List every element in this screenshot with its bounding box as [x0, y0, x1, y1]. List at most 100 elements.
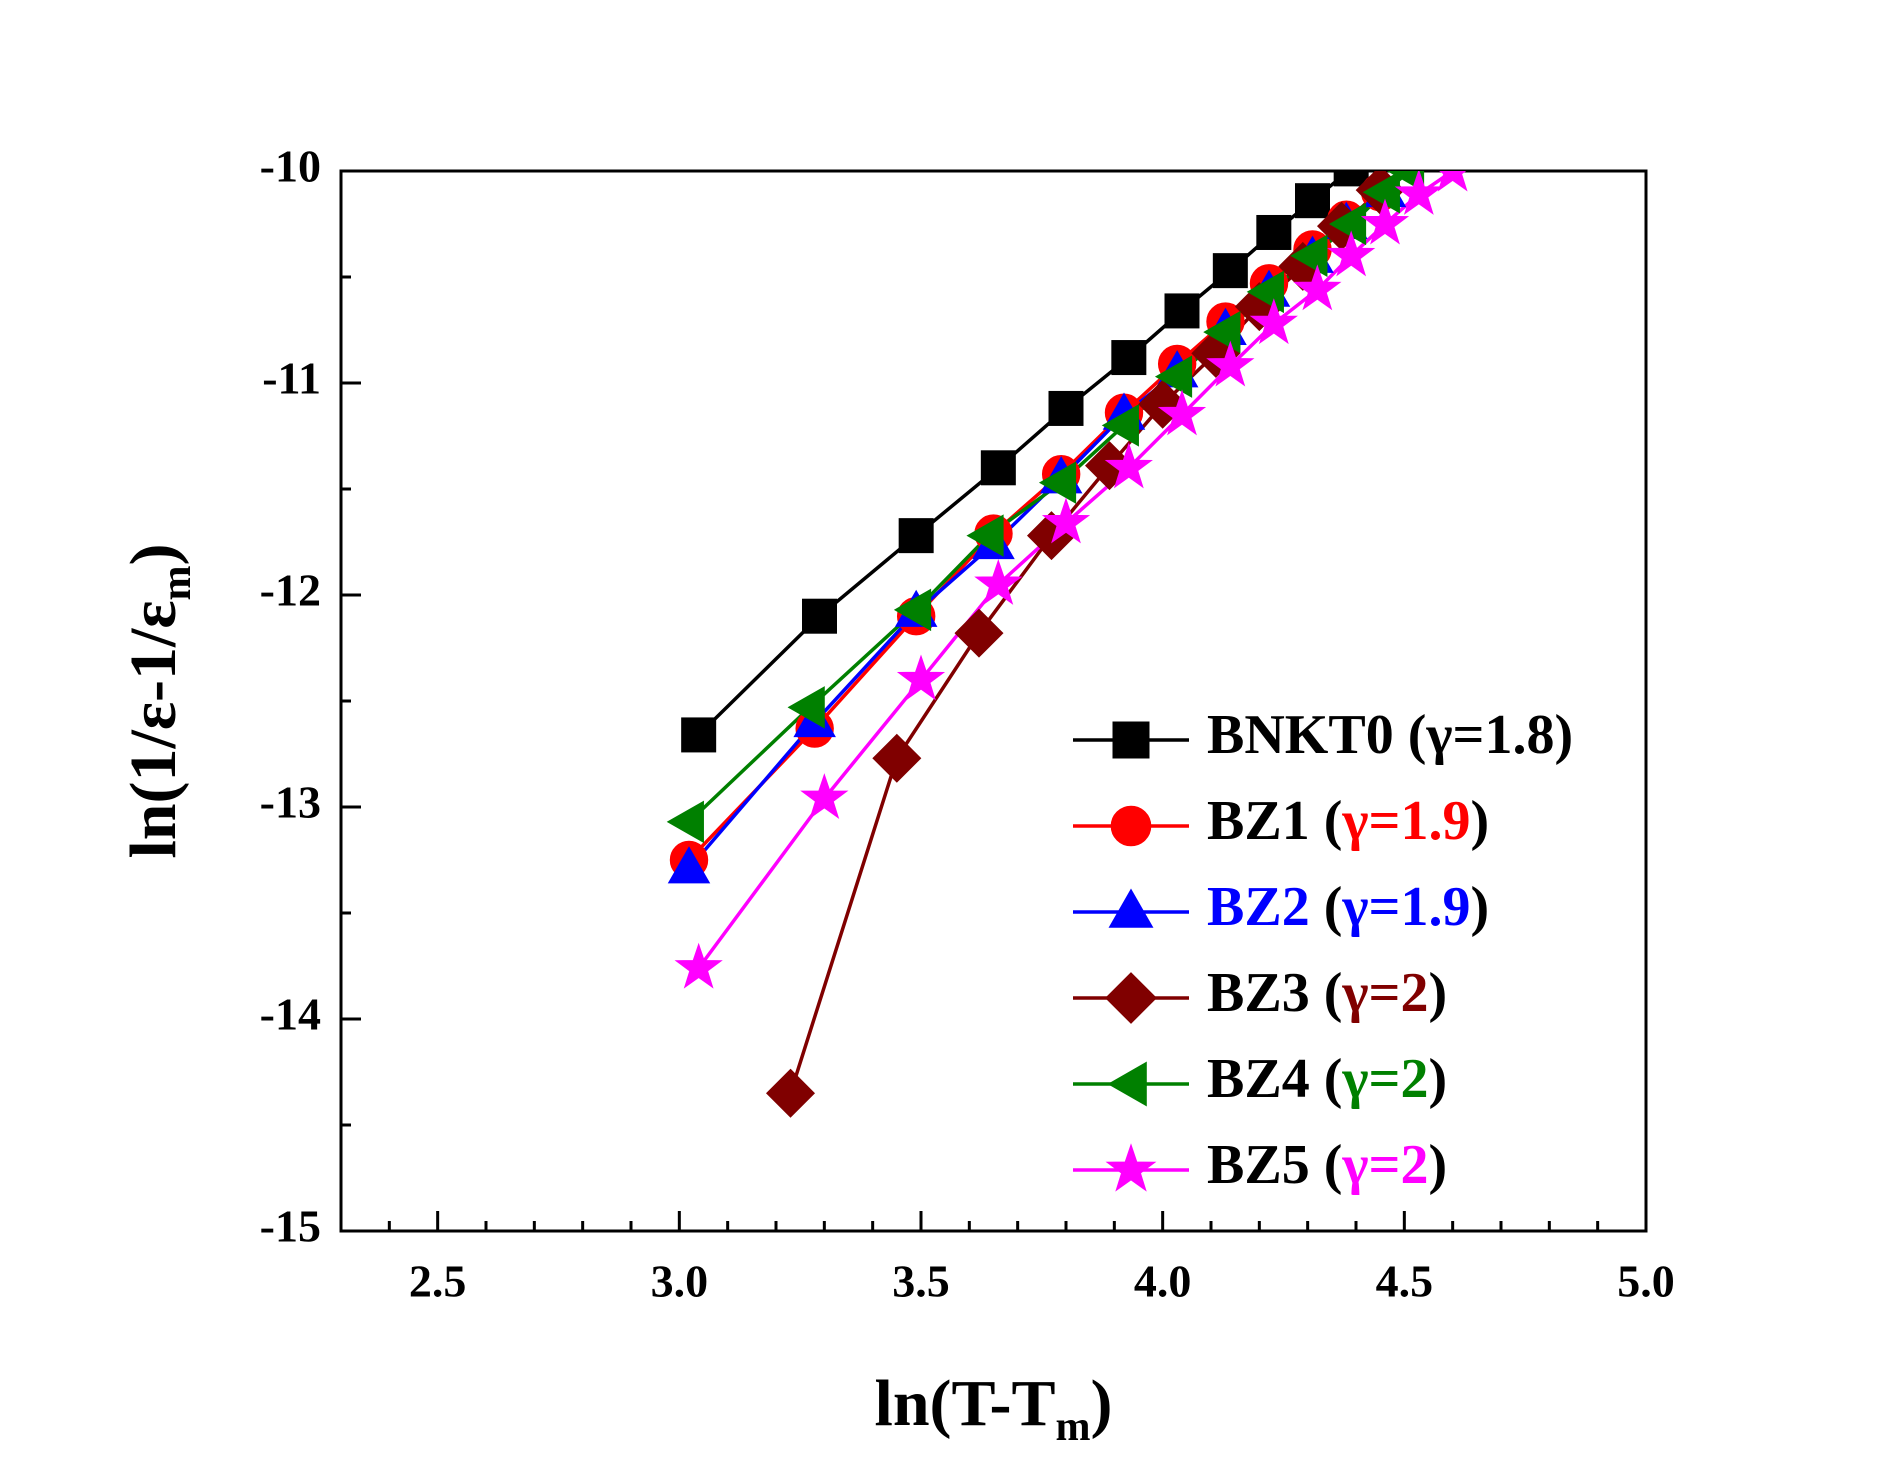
x-tick-label: 3.5	[892, 1256, 950, 1307]
x-tick-label: 4.5	[1376, 1256, 1434, 1307]
legend-name: BNKT0	[1207, 704, 1394, 766]
marker-star	[1293, 264, 1342, 311]
marker-square	[1164, 293, 1200, 329]
legend-label: BZ3 (γ=2)	[1207, 962, 1447, 1024]
legend-bracket: (	[1408, 704, 1427, 766]
legend-bracket: )	[1554, 704, 1573, 766]
marker-left-triangle	[1290, 234, 1328, 278]
legend-label: BZ1 (γ=1.9)	[1207, 790, 1489, 852]
y-tick-label: -10	[260, 141, 321, 192]
legend-note: γ=2	[1341, 1134, 1428, 1196]
legend-bracket: (	[1324, 1048, 1343, 1110]
marker-star	[1437, 171, 1468, 192]
legend-marker	[1105, 972, 1157, 1024]
legend-bracket: )	[1428, 1048, 1447, 1110]
y-tick-label: -14	[260, 989, 321, 1040]
marker-square	[1256, 214, 1292, 250]
legend-bracket: (	[1324, 1134, 1343, 1196]
legend-bracket: )	[1470, 790, 1489, 852]
marker-square	[1295, 183, 1330, 219]
legend-label: BZ4 (γ=2)	[1207, 1048, 1447, 1110]
xlabel-subscript: m	[1056, 1404, 1091, 1450]
ylabel-subscript: m	[154, 565, 200, 600]
y-tick-label: -15	[260, 1201, 321, 1252]
legend-marker	[1105, 1143, 1157, 1192]
legend-label: BZ5 (γ=2)	[1207, 1134, 1447, 1196]
marker-star	[1206, 340, 1255, 387]
marker-square	[802, 598, 837, 634]
marker-left-triangle	[1101, 404, 1139, 447]
marker-left-triangle	[666, 800, 704, 844]
marker-triangle	[667, 846, 711, 884]
x-tick-label: 4.0	[1134, 1256, 1192, 1307]
marker-star	[674, 942, 723, 989]
marker-diamond	[765, 1068, 816, 1118]
y-tick-label: -11	[262, 353, 321, 404]
legend-marker	[1107, 1061, 1147, 1107]
marker-star	[1249, 298, 1298, 345]
y-tick-label: -13	[260, 777, 321, 828]
marker-left-triangle	[787, 686, 825, 729]
marker-square	[681, 717, 717, 753]
legend-bracket: (	[1324, 876, 1343, 938]
legend-note: γ=1.8	[1425, 704, 1554, 766]
marker-star	[974, 559, 1023, 605]
legend-name: BZ1	[1207, 790, 1310, 852]
legend-name: BZ5	[1207, 1134, 1310, 1196]
x-tick-label: 2.5	[409, 1256, 467, 1307]
legend-name: BZ4	[1207, 1048, 1310, 1110]
marker-star	[800, 773, 849, 820]
legend-bracket: (	[1324, 790, 1343, 852]
ylabel-title: ln(1/ε-1/εm)	[117, 543, 200, 858]
marker-left-triangle	[966, 514, 1004, 557]
marker-square	[1048, 390, 1084, 426]
marker-left-triangle	[1386, 171, 1425, 193]
ylabel-text: ln(1/ε-1/ε	[117, 600, 190, 858]
marker-square	[1111, 340, 1147, 376]
x-tick-label: 3.0	[651, 1256, 709, 1307]
marker-star	[1360, 198, 1410, 245]
legend-name: BZ3	[1207, 962, 1310, 1024]
xlabel-end: )	[1091, 1367, 1113, 1440]
legend-note: γ=2	[1341, 962, 1428, 1024]
legend-bracket: )	[1428, 962, 1447, 1024]
legend-bracket: )	[1428, 1134, 1447, 1196]
marker-square	[1333, 171, 1369, 187]
ylabel-end: )	[117, 543, 190, 565]
legend-marker	[1110, 805, 1152, 847]
marker-left-triangle	[1154, 355, 1193, 398]
marker-star	[1157, 389, 1207, 436]
legend-bracket: )	[1470, 876, 1489, 938]
marker-diamond	[954, 608, 1004, 658]
marker-left-triangle	[893, 588, 932, 632]
marker-star	[1041, 497, 1091, 544]
plot-area	[666, 171, 1468, 1118]
marker-square	[1212, 253, 1248, 289]
legend-note: γ=1.9	[1341, 876, 1470, 938]
legend-bracket: (	[1324, 962, 1343, 1024]
marker-left-triangle	[1203, 310, 1241, 354]
xlabel-text: ln(T-T	[875, 1367, 1056, 1440]
legend-marker	[1112, 721, 1150, 759]
marker-square	[898, 518, 934, 554]
marker-diamond	[872, 733, 922, 783]
legend-label: BNKT0 (γ=1.8)	[1207, 704, 1573, 766]
marker-left-triangle	[1038, 461, 1077, 504]
legend-note: γ=1.9	[1341, 790, 1470, 852]
legend-marker	[1108, 888, 1154, 928]
legend-label: BZ2 (γ=1.9)	[1207, 876, 1489, 938]
y-tick-label: -12	[260, 565, 321, 616]
marker-left-triangle	[1362, 171, 1400, 214]
marker-star	[1327, 230, 1376, 277]
marker-star	[1394, 171, 1443, 215]
marker-star	[1104, 442, 1153, 489]
marker-square	[980, 450, 1016, 486]
marker-left-triangle	[1328, 202, 1367, 246]
x-tick-label: 5.0	[1617, 1256, 1675, 1307]
legend-note: γ=2	[1341, 1048, 1428, 1110]
legend-name: BZ2	[1207, 876, 1310, 938]
xlabel-title: ln(T-Tm)	[875, 1367, 1113, 1450]
marker-star	[896, 654, 946, 701]
